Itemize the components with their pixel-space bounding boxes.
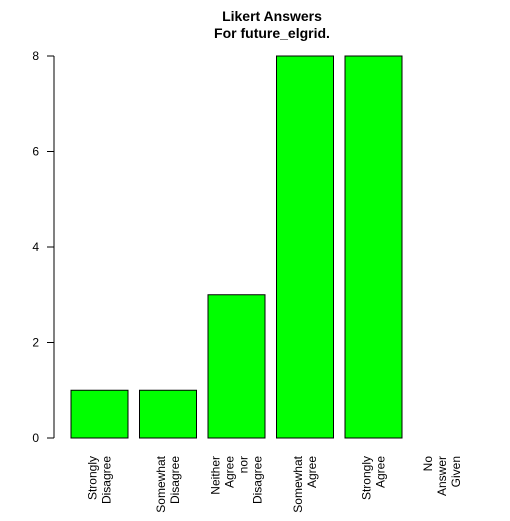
x-category-label-line: nor <box>237 456 251 473</box>
x-category-label-5: No Answer Given <box>421 456 463 496</box>
x-category-label-line: Agree <box>305 456 319 488</box>
x-axis-labels: Strongly Disagree Somewhat Disagree Neither A… <box>86 455 464 512</box>
x-category-label-line: Somewhat <box>291 455 305 512</box>
y-tick-label: 6 <box>32 145 39 159</box>
x-category-label-1: Somewhat Disagree <box>154 455 182 512</box>
bars <box>70 55 403 439</box>
y-tick-label: 0 <box>32 431 39 445</box>
chart-title-line-0: Likert Answers <box>222 8 322 24</box>
x-category-label-2: Neither Agree nor Disagree <box>209 456 265 504</box>
x-category-label-4: Strongly Agree <box>360 456 388 500</box>
x-category-label-line: Strongly <box>86 456 100 500</box>
y-tick-label: 2 <box>32 336 39 350</box>
x-category-label-line: Disagree <box>168 456 182 504</box>
x-category-label-line: Agree <box>374 456 388 488</box>
bar-3 <box>276 55 334 439</box>
x-category-label-line: Answer <box>435 456 449 496</box>
y-axis: 0 2 4 6 8 <box>32 49 55 445</box>
x-category-label-0: Strongly Disagree <box>86 456 114 504</box>
chart-title-line-1: For future_elgrid. <box>214 25 330 41</box>
bar-4 <box>344 55 403 439</box>
x-category-label-line: Somewhat <box>154 455 168 512</box>
x-category-label-line: Strongly <box>360 456 374 500</box>
x-category-label-line: Agree <box>223 456 237 488</box>
y-tick-label: 8 <box>32 49 39 63</box>
x-category-label-line: No <box>421 456 435 472</box>
x-category-label-line: Disagree <box>251 456 265 504</box>
bar-2 <box>207 294 266 439</box>
bar-1 <box>139 389 197 439</box>
y-tick-label: 4 <box>32 240 39 254</box>
x-category-label-3: Somewhat Agree <box>291 455 319 512</box>
x-category-label-line: Disagree <box>100 456 114 504</box>
bar-0 <box>70 389 129 439</box>
x-category-label-line: Neither <box>209 456 223 495</box>
x-category-label-line: Given <box>449 456 463 487</box>
